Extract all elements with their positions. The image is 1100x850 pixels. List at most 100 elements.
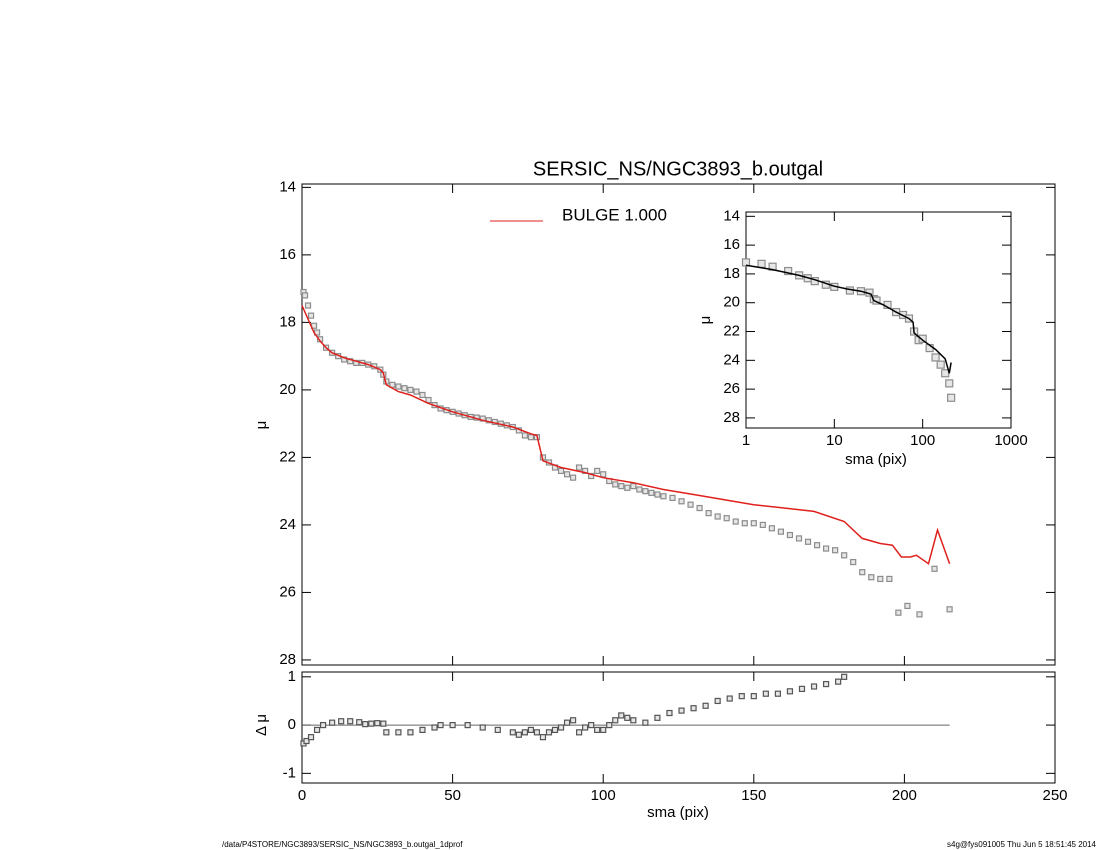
x-tick-label: 1 xyxy=(742,432,750,449)
legend-label: BULGE 1.000 xyxy=(562,205,667,224)
plot-frame xyxy=(301,183,1056,666)
y-tick-label: 18 xyxy=(279,313,296,330)
y-tick-label: 26 xyxy=(723,380,740,397)
data-point xyxy=(485,417,492,424)
data-point xyxy=(931,353,940,362)
data-point xyxy=(654,714,661,721)
data-point xyxy=(576,729,583,736)
data-point xyxy=(338,718,345,725)
x-tick-label: 100 xyxy=(910,432,935,449)
data-point xyxy=(374,720,381,727)
data-point xyxy=(329,719,336,726)
data-point xyxy=(594,726,601,734)
data-point xyxy=(947,393,956,402)
data-point xyxy=(303,737,310,745)
model-line xyxy=(745,264,952,374)
data-point xyxy=(786,531,794,539)
data-point xyxy=(521,729,528,736)
data-point xyxy=(877,575,884,583)
data-point xyxy=(319,721,327,729)
data-point xyxy=(582,724,589,731)
y-tick-label: 26 xyxy=(279,583,296,600)
x-tick-label: 0 xyxy=(298,787,306,804)
data-point xyxy=(527,434,535,441)
data-point xyxy=(886,575,893,583)
data-point xyxy=(551,726,559,734)
plot-frame xyxy=(301,671,1056,784)
data-point xyxy=(690,705,697,712)
data-point xyxy=(618,712,625,719)
y-tick-label: 28 xyxy=(723,409,740,426)
data-point xyxy=(777,528,785,535)
data-point xyxy=(723,515,730,522)
data-point xyxy=(425,396,432,404)
data-point xyxy=(509,729,516,736)
data-point xyxy=(804,538,812,545)
data-point xyxy=(786,688,794,695)
data-point xyxy=(437,721,444,729)
data-point xyxy=(642,488,649,495)
data-point xyxy=(687,501,694,508)
data-point xyxy=(741,520,748,527)
data-point xyxy=(588,472,595,480)
data-point xyxy=(307,312,315,319)
data-point xyxy=(678,707,685,714)
data-point xyxy=(527,726,535,734)
data-point xyxy=(521,432,528,439)
y-tick-label: 0 xyxy=(288,716,296,733)
data-point xyxy=(762,690,769,697)
data-point xyxy=(630,717,637,724)
y-axis-label: μ xyxy=(253,421,270,430)
data-point xyxy=(822,680,830,688)
data-point xyxy=(479,724,486,731)
data-point xyxy=(576,464,583,471)
x-tick-label: 250 xyxy=(1042,787,1067,804)
data-point xyxy=(798,685,806,692)
data-point xyxy=(895,609,902,616)
data-point xyxy=(557,467,565,475)
y-tick-label: 14 xyxy=(279,178,296,195)
y-tick-label: 20 xyxy=(723,294,740,311)
plot-frame xyxy=(745,211,1012,429)
y-tick-label: 24 xyxy=(723,351,740,368)
data-point xyxy=(588,721,595,729)
data-point xyxy=(841,552,848,559)
data-point xyxy=(678,498,685,505)
data-point xyxy=(464,721,471,729)
data-point xyxy=(304,302,312,309)
data-point xyxy=(904,602,911,610)
data-point xyxy=(741,258,751,267)
data-point xyxy=(841,673,848,680)
data-point xyxy=(545,729,553,736)
data-point xyxy=(407,729,414,736)
y-tick-label: 20 xyxy=(279,381,296,398)
y-axis-label: Δ μ xyxy=(253,714,270,736)
data-point xyxy=(383,729,390,736)
data-point xyxy=(356,719,363,726)
data-point xyxy=(539,734,547,741)
y-tick-label: 28 xyxy=(279,651,296,668)
data-point xyxy=(600,726,607,734)
data-point xyxy=(419,391,426,399)
y-tick-label: 14 xyxy=(723,207,740,224)
data-point xyxy=(563,719,571,726)
data-point xyxy=(784,266,793,276)
x-axis-label: sma (pix) xyxy=(845,451,907,468)
footer-left: /data/P4STORE/NGC3893/SERSIC_NS/NGC3893_… xyxy=(222,840,463,849)
data-point xyxy=(563,471,571,478)
data-point xyxy=(612,481,619,488)
data-point xyxy=(347,718,354,725)
data-point xyxy=(606,721,613,729)
y-tick-label: 22 xyxy=(279,448,296,465)
data-point xyxy=(515,731,522,738)
data-point xyxy=(636,486,643,493)
data-point xyxy=(557,724,565,731)
data-point xyxy=(868,574,875,581)
data-point xyxy=(479,415,486,422)
data-point xyxy=(307,734,315,741)
data-point xyxy=(726,695,733,702)
data-point xyxy=(380,720,387,727)
data-point xyxy=(449,721,456,729)
data-point xyxy=(757,259,766,268)
data-point xyxy=(353,359,360,366)
